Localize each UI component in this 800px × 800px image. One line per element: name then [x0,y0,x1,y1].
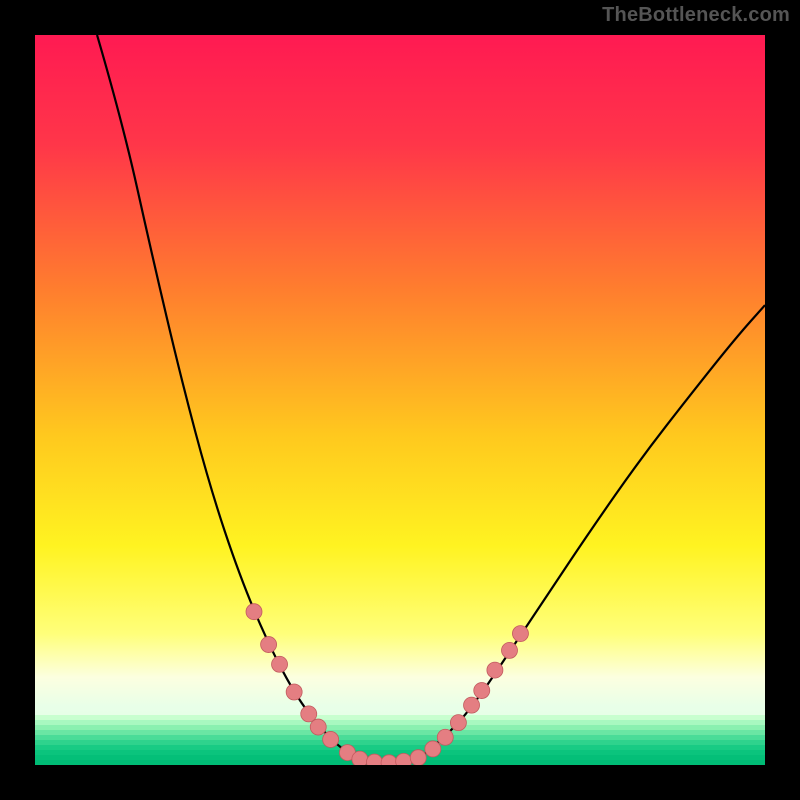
marker-dot [487,662,503,678]
marker-dot [450,715,466,731]
marker-dot [301,706,317,722]
chart-curves [35,35,765,765]
watermark-text: TheBottleneck.com [602,4,790,27]
marker-dot [246,604,262,620]
marker-dot [425,741,441,757]
marker-dot [474,683,490,699]
marker-dot [323,731,339,747]
marker-dot [396,753,412,765]
marker-dot [410,750,426,765]
markers-group [246,604,528,765]
marker-dot [464,697,480,713]
marker-dot [437,729,453,745]
marker-dot [512,626,528,642]
marker-dot [261,637,277,653]
marker-dot [352,751,368,765]
marker-dot [502,642,518,658]
chart-container: { "watermark": { "text": "TheBottleneck.… [0,0,800,800]
curve-right [422,305,765,756]
marker-dot [366,754,382,765]
marker-dot [381,755,397,765]
marker-dot [310,719,326,735]
curve-left [97,35,349,754]
marker-dot [272,656,288,672]
marker-dot [286,684,302,700]
